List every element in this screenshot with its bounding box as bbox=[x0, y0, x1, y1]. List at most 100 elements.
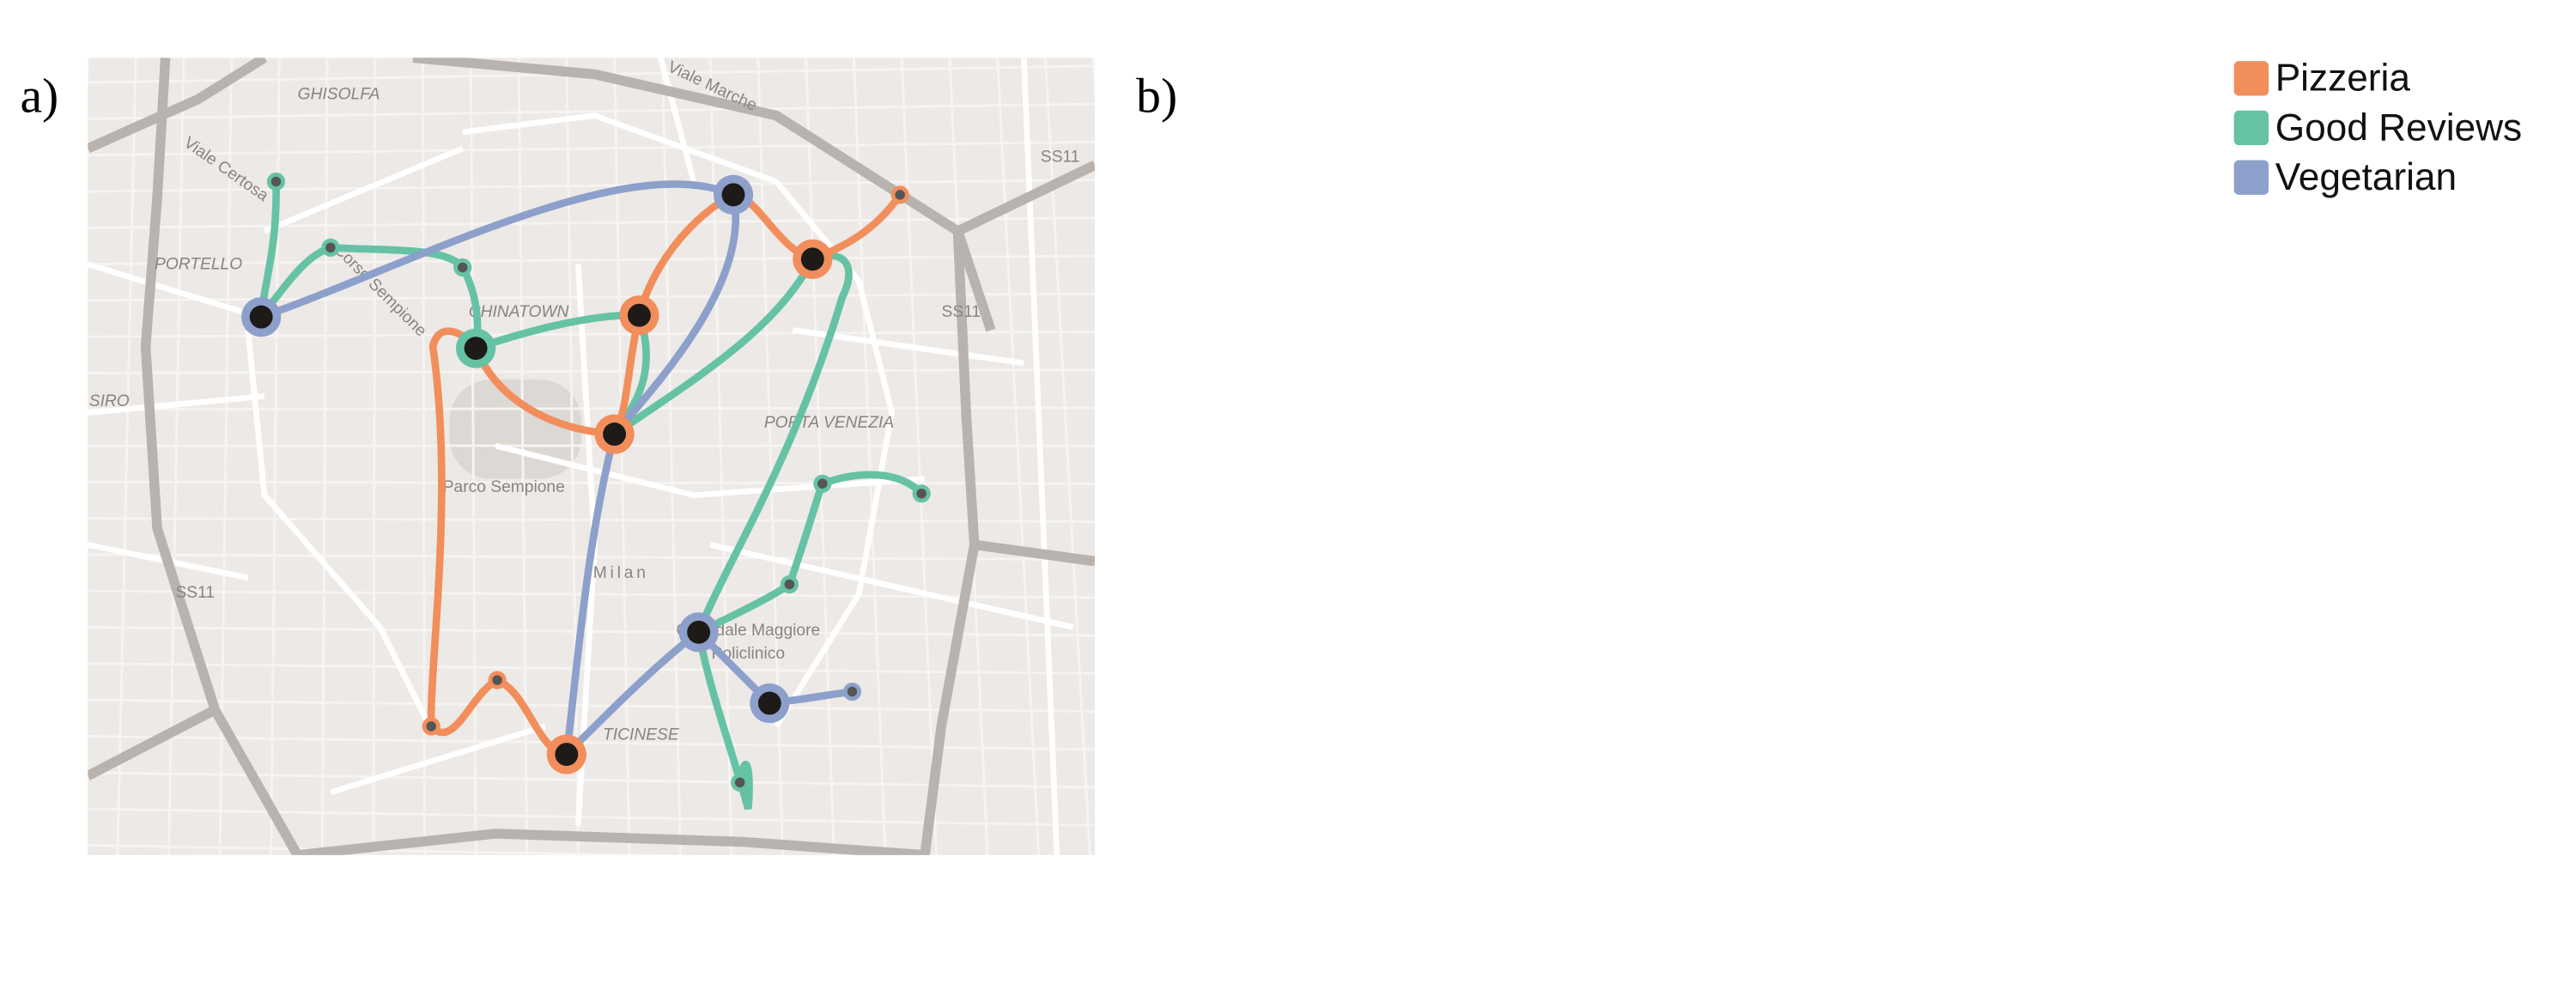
map-label: SS11 bbox=[1291, 584, 1331, 602]
road bbox=[245, 330, 433, 728]
route bbox=[1727, 313, 1755, 434]
major-road bbox=[140, 58, 302, 855]
street bbox=[1587, 58, 1592, 855]
route bbox=[1810, 632, 1878, 705]
map-label: Parco Sempione bbox=[1558, 478, 1680, 496]
stop-marker bbox=[1742, 301, 1769, 327]
route bbox=[1447, 251, 1577, 270]
street bbox=[1730, 58, 1745, 855]
street bbox=[1682, 58, 1693, 855]
street bbox=[88, 735, 1096, 751]
route bbox=[257, 180, 856, 765]
route bbox=[611, 252, 853, 636]
map-label: PORTA VENEZIA bbox=[1880, 414, 2010, 432]
map-label: SIRO bbox=[1205, 392, 1245, 410]
street bbox=[1204, 809, 2211, 825]
stop-marker bbox=[1664, 743, 1691, 769]
stop-marker-center bbox=[721, 183, 745, 207]
street bbox=[1204, 591, 2211, 598]
street bbox=[1204, 104, 2211, 118]
panel-label: a) bbox=[20, 70, 58, 124]
street bbox=[88, 102, 1096, 120]
stop-ring bbox=[1912, 246, 1942, 276]
stop-ring bbox=[1662, 739, 1694, 772]
road bbox=[88, 393, 265, 416]
street bbox=[1204, 519, 2211, 522]
waypoint bbox=[1437, 241, 1456, 261]
stop-marker-center bbox=[603, 422, 627, 446]
map-label: Milan bbox=[593, 564, 649, 582]
stop-marker-center bbox=[464, 337, 488, 361]
street bbox=[1204, 773, 2211, 787]
legend-swatch bbox=[2233, 160, 2269, 195]
route bbox=[1937, 487, 2038, 497]
major-road bbox=[412, 58, 996, 332]
route bbox=[1392, 185, 1446, 251]
street bbox=[88, 698, 1096, 714]
street bbox=[88, 179, 1096, 193]
road bbox=[329, 723, 546, 796]
map-label: PORTELLO bbox=[1271, 255, 1358, 273]
road bbox=[1578, 116, 2008, 726]
street bbox=[1204, 408, 2211, 410]
street bbox=[1204, 664, 2211, 674]
road bbox=[1909, 331, 2140, 363]
stop-marker bbox=[1864, 692, 1891, 719]
stop-marker-center bbox=[555, 743, 579, 767]
street bbox=[1204, 845, 2211, 863]
route bbox=[1877, 695, 1968, 705]
map-label: SS11 bbox=[175, 584, 215, 602]
route bbox=[1851, 193, 1927, 261]
route bbox=[1727, 193, 1850, 434]
stop-marker-center bbox=[249, 305, 273, 329]
waypoint bbox=[2004, 188, 2024, 208]
major-road bbox=[973, 539, 1096, 567]
route bbox=[1727, 434, 1809, 633]
major-road bbox=[296, 829, 926, 855]
route bbox=[695, 629, 753, 811]
street bbox=[1285, 58, 1299, 855]
street bbox=[1922, 58, 1950, 855]
road bbox=[1204, 544, 1364, 577]
waypoint-center bbox=[457, 262, 468, 273]
street bbox=[88, 662, 1096, 675]
street bbox=[1336, 58, 1347, 855]
stop-ring bbox=[1359, 299, 1389, 329]
legend-label: Pizzeria bbox=[2275, 58, 2411, 100]
waypoint-center bbox=[492, 675, 502, 685]
park-area bbox=[449, 380, 582, 479]
map-label: SIRO bbox=[89, 392, 130, 410]
street bbox=[1204, 142, 2211, 155]
road bbox=[1364, 331, 1545, 726]
route bbox=[1755, 261, 1927, 314]
map-label: SS11 bbox=[1041, 148, 1080, 166]
route bbox=[1755, 261, 1927, 314]
major-road bbox=[2041, 231, 2091, 855]
street bbox=[1204, 218, 2211, 228]
street bbox=[996, 58, 1041, 855]
map-label: SS11 bbox=[942, 303, 981, 321]
route bbox=[1905, 487, 1937, 587]
street bbox=[2066, 58, 2104, 855]
waypoint bbox=[1848, 776, 1868, 796]
legend-swatch bbox=[2233, 110, 2269, 146]
street bbox=[1970, 58, 2002, 855]
route bbox=[1374, 251, 1447, 313]
map-label: Corso Sempione bbox=[1446, 240, 1546, 340]
map-label: SS11 bbox=[2057, 303, 2097, 321]
route bbox=[1613, 434, 1728, 685]
street bbox=[88, 254, 1096, 266]
street bbox=[565, 58, 580, 855]
stop-ring bbox=[1791, 614, 1827, 650]
map-label: Policlinico bbox=[1827, 645, 1900, 663]
street bbox=[422, 58, 426, 855]
panel-label: b) bbox=[1136, 70, 1177, 124]
road bbox=[1826, 544, 2190, 627]
route bbox=[427, 191, 904, 758]
waypoint-center bbox=[426, 721, 436, 732]
road bbox=[709, 542, 1074, 630]
map-label: Milan bbox=[1709, 564, 1765, 582]
map-label: PORTA VENEZIA bbox=[764, 414, 894, 432]
street bbox=[660, 58, 682, 855]
